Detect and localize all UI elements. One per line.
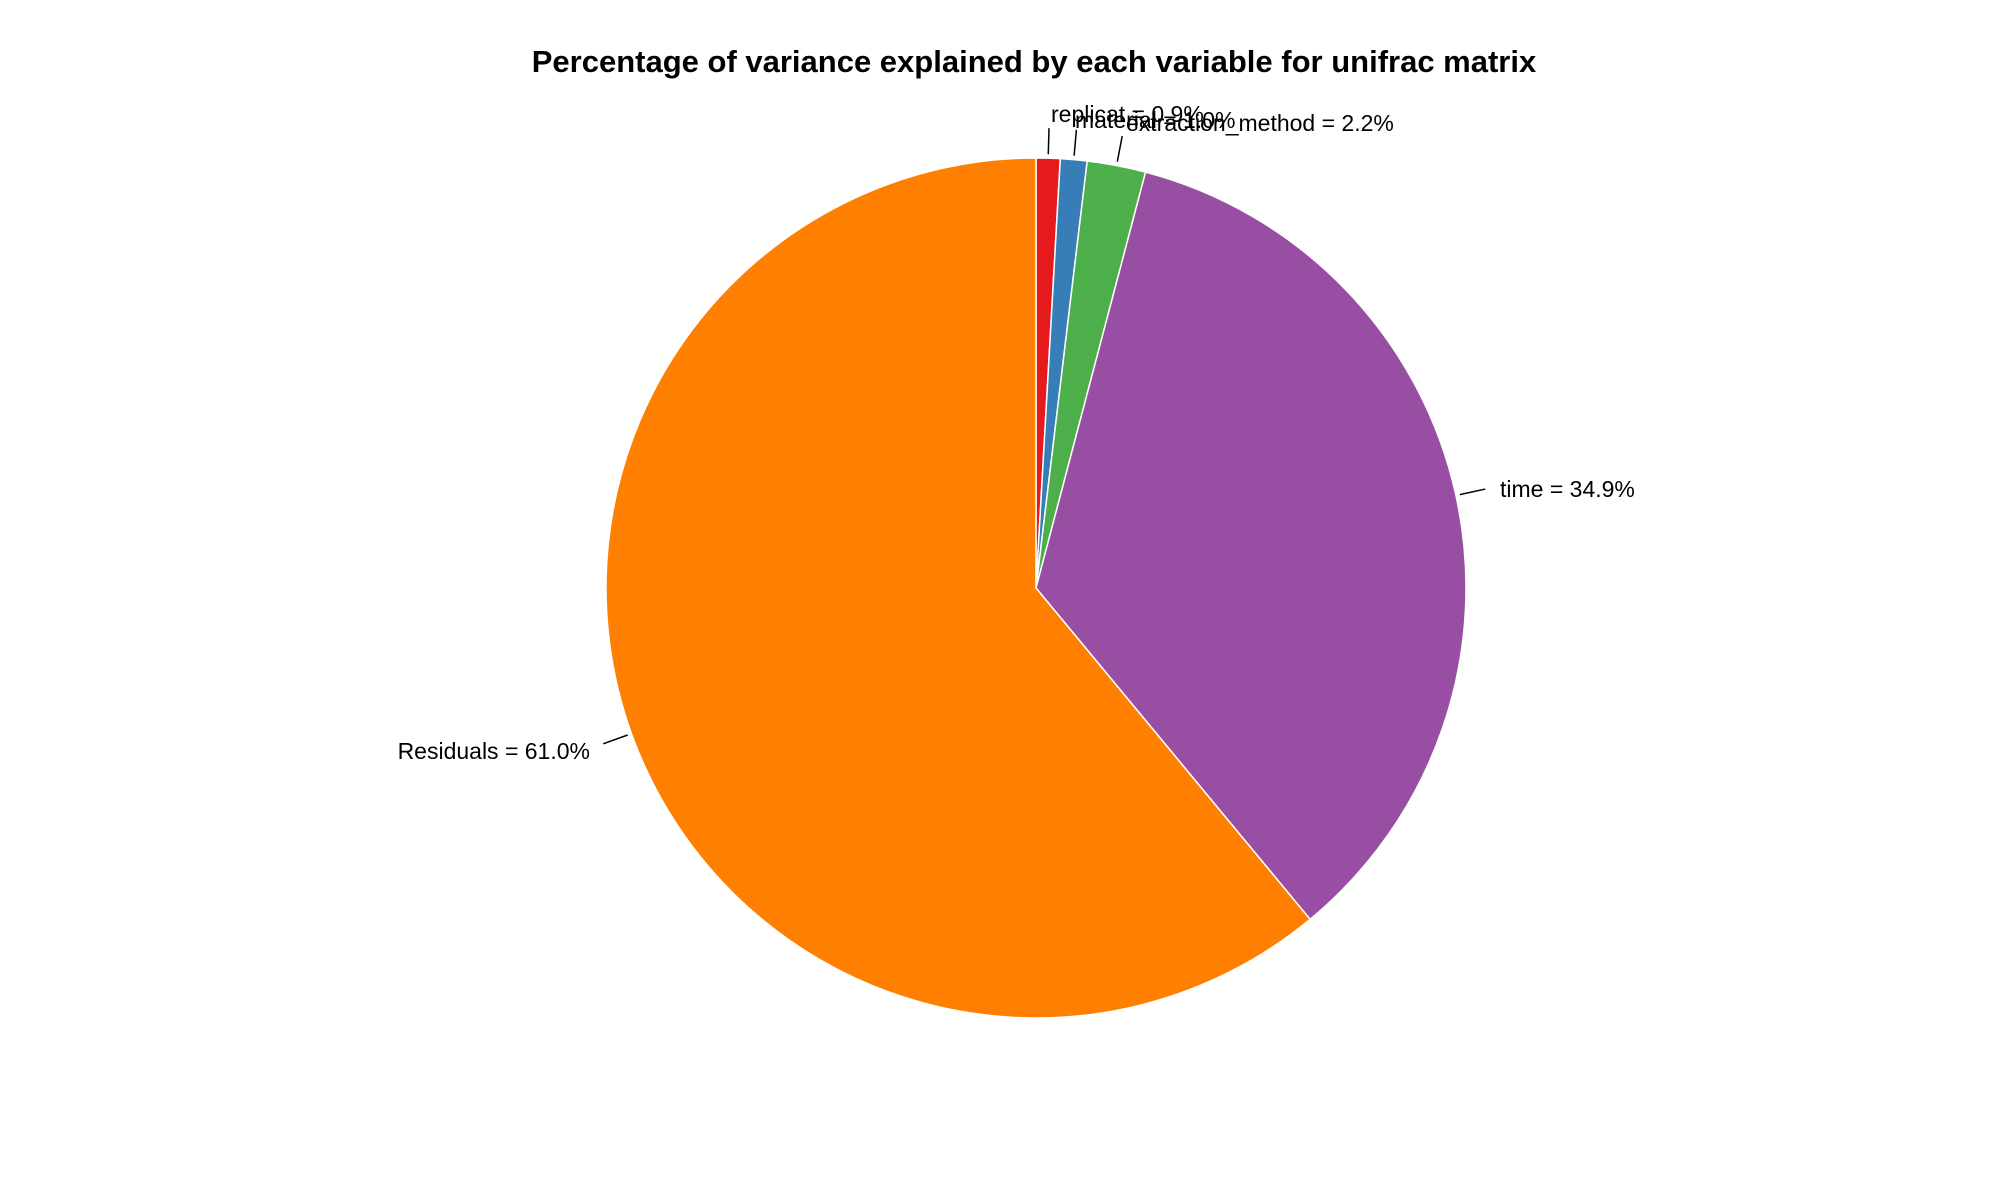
chart-title: Percentage of variance explained by each… <box>532 44 1537 79</box>
leader-line-time <box>1459 488 1486 496</box>
slice-label-time: time = 34.9% <box>1500 476 1635 502</box>
slice-label-material: material = 1.0% <box>1075 107 1235 133</box>
leader-line-residuals <box>602 734 628 745</box>
slice-label-residuals: Residuals = 61.0% <box>398 738 590 764</box>
pie-labels: replicat = 0.9%material = 1.0%extraction… <box>398 101 1635 764</box>
leader-line-material <box>1073 129 1078 156</box>
slice-label-replicat: replicat = 0.9% <box>1051 101 1204 127</box>
slice-label-extraction-method: extraction_method = 2.2% <box>1126 110 1394 136</box>
pie-slice-time <box>1035 171 1467 921</box>
pie-slices <box>605 157 1467 1019</box>
leader-line-extraction-method <box>1116 136 1123 162</box>
leader-line-replicat <box>1047 128 1050 155</box>
pie-slice-residuals <box>605 157 1312 1019</box>
